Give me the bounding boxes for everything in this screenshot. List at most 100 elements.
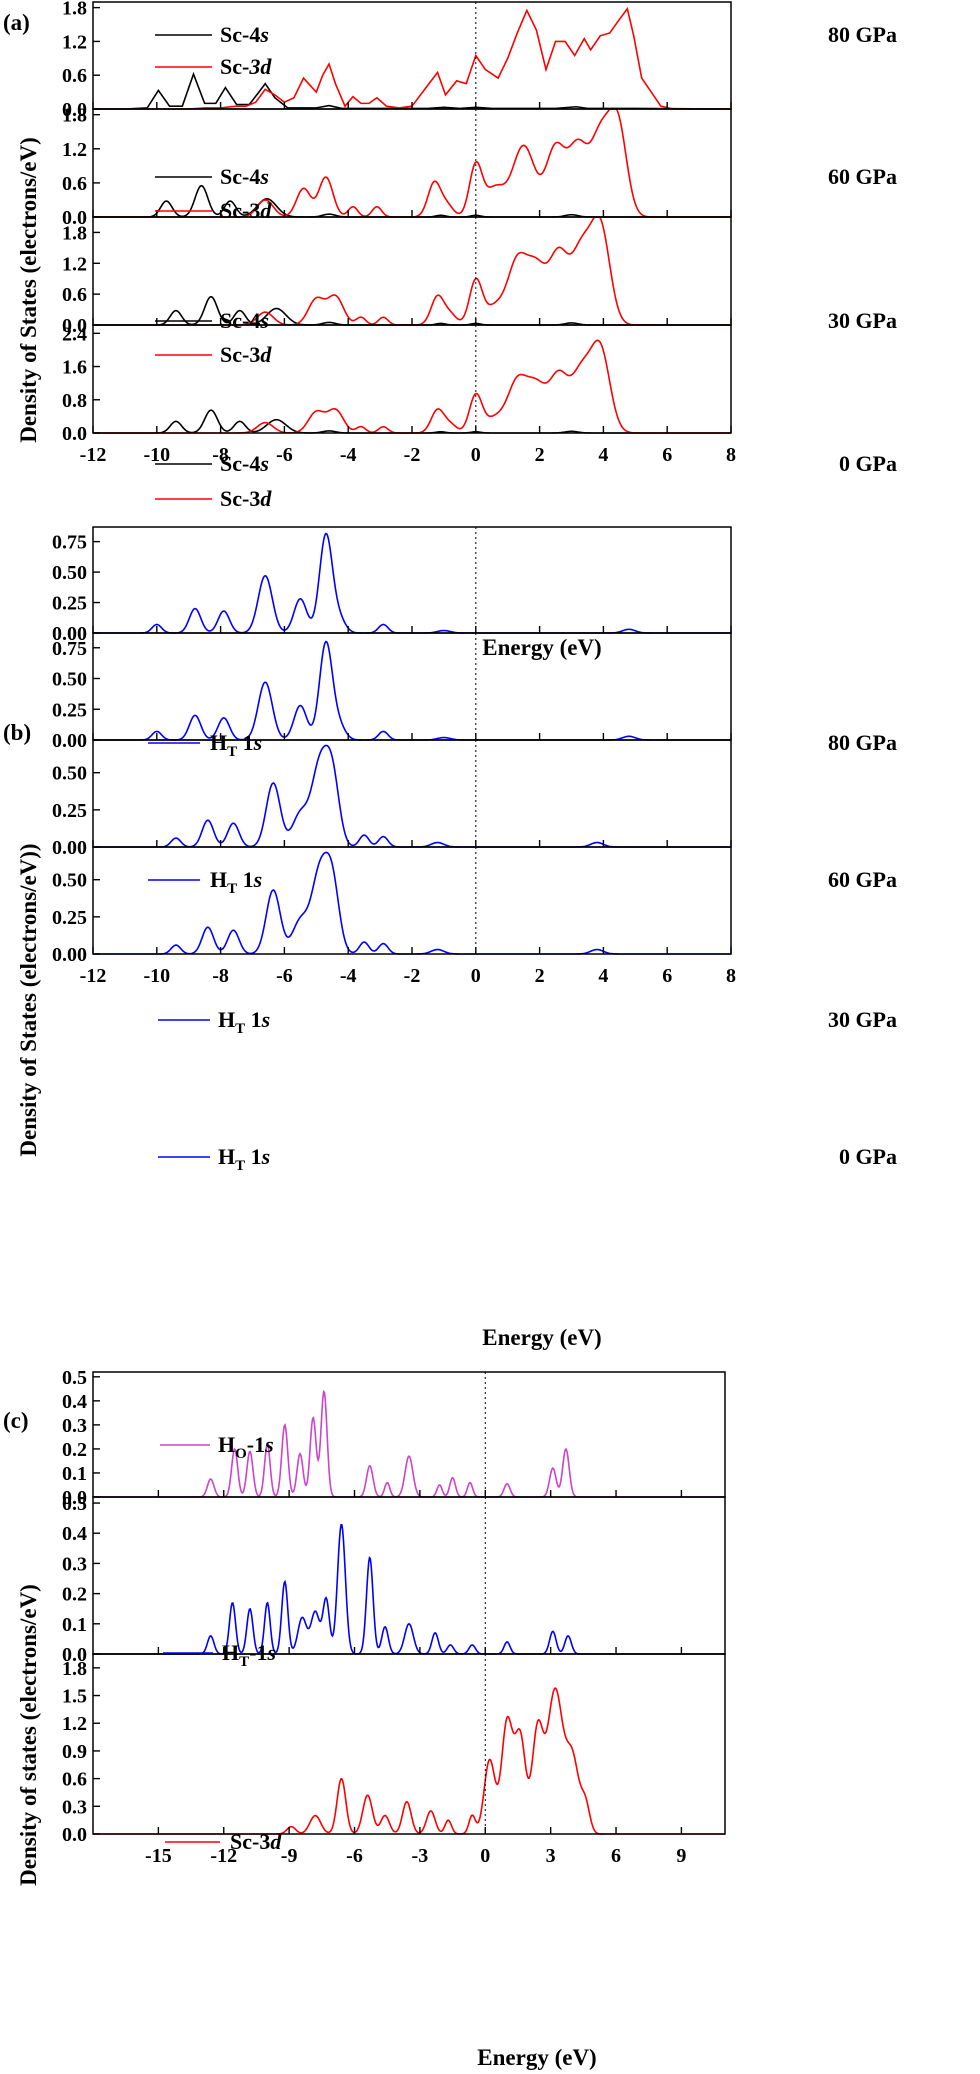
y-tick-label: 1.5 [62,1686,87,1708]
legend-label-sc4s: Sc-4s [220,22,269,47]
legend-label-sc4s: Sc-4s [220,308,269,333]
x-tick-label: -6 [276,965,293,987]
y-tick-label: 0.9 [62,1741,87,1763]
pressure-label-60gpa: 60 GPa [828,867,897,892]
x-tick-label: -8 [212,444,229,466]
y-tick-label: 0.8 [62,390,87,412]
x-tick-label: 6 [611,1845,621,1867]
y-tick-label: 0.00 [52,623,87,645]
panel-a-y-axis-label: Density of States (electrons/eV) [16,137,41,443]
y-tick-label: 0.3 [62,1553,87,1575]
y-tick-label: 0.6 [62,284,87,306]
panel-b-60gpa-legend: HT 1s 60 GPa [148,867,897,897]
panel-a-0gpa-legend: Sc-4s Sc-3d 0 GPa [155,451,897,511]
y-tick-label: 0.0 [62,423,87,445]
y-tick-label: 0.3 [62,1415,87,1437]
x-tick-label: 3 [546,1845,556,1867]
subplot-frame [92,526,732,634]
ht1s-30gpa-curve [93,744,731,848]
x-tick-label: -2 [404,444,421,466]
pressure-label-30gpa: 30 GPa [828,308,897,333]
panel-a-30gpa-legend: Sc-4s Sc-3d 30 GPa [155,308,897,367]
pressure-label-30gpa: 30 GPa [828,1007,897,1032]
subplot-frame [92,632,732,741]
x-tick-label: -12 [80,965,107,987]
y-tick-label: 1.2 [62,253,87,275]
panel-c-ho-legend: HO-1s [160,1432,274,1462]
legend-label-ho1s: HO-1s [218,1432,274,1462]
y-tick-label: 0.5 [62,1493,87,1515]
y-tick-label: 0.5 [62,1367,87,1389]
panel-c-sc-legend: Sc-3d [165,1829,282,1854]
y-tick-label: 0.75 [52,638,87,660]
panel-a-x-axis-label: Energy (eV) [482,635,601,660]
y-tick-label: 0.50 [52,562,87,584]
x-tick-label: 0 [471,444,481,466]
x-tick-label: -3 [412,1845,429,1867]
pressure-label-80gpa: 80 GPa [828,22,897,47]
panel-c-curves [93,1390,725,1835]
x-tick-label: 6 [662,444,672,466]
y-tick-label: 0.50 [52,669,87,691]
x-tick-label: 4 [598,965,608,987]
x-tick-label: -12 [210,1845,237,1867]
panel-c-ht-legend: HT-1s [163,1640,276,1670]
panel-a-axes: 0.00.61.21.80.00.61.21.80.00.61.21.80.00… [62,0,736,466]
y-tick-label: 0.75 [52,532,87,554]
legend-label-sc3d: Sc-3d [220,342,272,367]
pressure-label-0gpa: 0 GPa [839,451,897,476]
x-tick-label: -6 [346,1845,363,1867]
panel-a-label: (a) [3,10,30,35]
panel-a-60gpa-legend: Sc-4s Sc-3d 60 GPa [155,164,897,223]
x-tick-label: -2 [404,965,421,987]
pressure-label-0gpa: 0 GPa [839,1144,897,1169]
y-tick-label: 0.0 [62,1644,87,1666]
subplot-frame [92,108,732,218]
x-tick-label: 8 [726,965,736,987]
subplot-frame [92,1653,726,1835]
y-tick-label: 2.4 [62,323,87,345]
y-tick-label: 0.25 [52,800,87,822]
x-tick-label: 0 [471,965,481,987]
legend-label-ht1s: HT-1s [222,1640,276,1670]
panel-c-y-axis-label: Density of states (electrons/eV) [16,1584,41,1886]
x-tick-label: 2 [535,444,545,466]
y-tick-label: 0.0 [62,315,87,337]
legend-label-sc4s: Sc-4s [220,164,269,189]
x-tick-label: -4 [340,444,357,466]
subplot-frame [92,1,732,110]
y-tick-label: 0.25 [52,593,87,615]
subplot-frame [92,846,732,955]
y-tick-label: 1.2 [62,139,87,161]
legend-label-sc3d: Sc-3d [220,486,272,511]
panel-a-80gpa-legend: Sc-4s Sc-3d 80 GPa [155,22,897,79]
y-tick-label: 0.0 [62,207,87,229]
panel-b-label: (b) [3,720,31,745]
y-tick-label: 1.8 [62,222,87,244]
ht1s-0gpa-curve [93,851,731,955]
y-tick-label: 0.00 [52,837,87,859]
panel-b-axes: 0.000.250.500.750.000.250.500.750.000.25… [52,526,736,987]
y-tick-label: 0.3 [62,1796,87,1818]
ht1s-curve [93,1523,725,1655]
panel-b-0gpa-legend: HT 1s 0 GPa [158,1144,897,1174]
panel-b-30gpa-legend: HT 1s 30 GPa [158,1007,897,1037]
x-tick-label: 4 [598,444,608,466]
y-tick-label: 1.6 [62,357,87,379]
panel-b-y-axis-label: Density of States (electrons/eV)) [16,843,41,1156]
y-tick-label: 0.4 [62,1523,87,1545]
x-tick-label: -8 [212,965,229,987]
panel-a: (a) Density of States (electrons/eV) Ene… [3,0,897,660]
y-tick-label: 0.0 [62,1824,87,1846]
subplot-frame [92,324,732,434]
pressure-label-80gpa: 80 GPa [828,730,897,755]
panel-b: (b) Density of States (electrons/eV)) En… [3,526,897,1350]
x-tick-label: -6 [276,444,293,466]
legend-label-sc4s: Sc-4s [220,451,269,476]
y-tick-label: 0.2 [62,1584,87,1606]
x-tick-label: -12 [80,444,107,466]
panel-c-label: (c) [3,1408,29,1433]
subplot-frame [92,739,732,848]
subplot-frame [92,1371,726,1498]
